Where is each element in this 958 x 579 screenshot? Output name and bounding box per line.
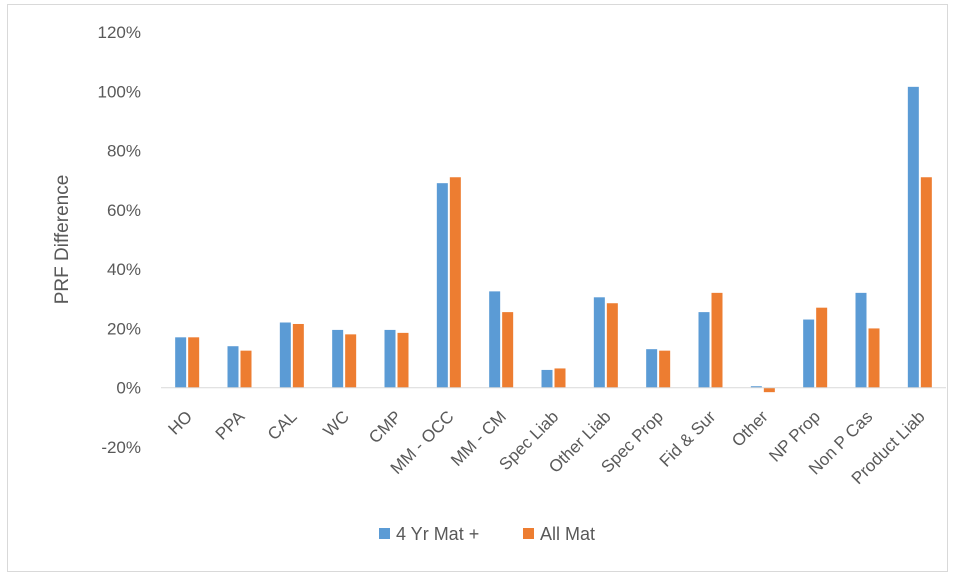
y-tick-label: 60% xyxy=(107,201,141,220)
bar-all-mat xyxy=(868,328,880,388)
bar-all-mat xyxy=(816,307,828,388)
bar-all-mat xyxy=(606,303,618,388)
y-tick-label: 80% xyxy=(107,142,141,161)
bar-all-mat xyxy=(659,350,671,388)
y-tick-labels: -20% 0% 20% 40% 60% 80% 100% 120% xyxy=(98,23,141,457)
x-tick-label: HO xyxy=(165,407,196,438)
bar-4yr-mat xyxy=(593,297,605,388)
bar-4yr-mat xyxy=(227,346,239,388)
x-tick-label: WC xyxy=(320,407,353,440)
bar-4yr-mat xyxy=(489,291,501,388)
x-tick-label: CAL xyxy=(264,407,301,444)
x-tick-label: PPA xyxy=(212,407,249,444)
bar-4yr-mat xyxy=(332,329,344,388)
bar-all-mat xyxy=(449,177,461,388)
y-tick-label: 120% xyxy=(98,23,141,42)
x-tick-label: CMP xyxy=(365,407,405,447)
bar-all-mat xyxy=(188,337,200,388)
bar-all-mat xyxy=(502,312,514,388)
y-tick-label: 40% xyxy=(107,260,141,279)
y-axis-title: PRF Difference xyxy=(52,175,73,305)
bar-all-mat xyxy=(345,334,357,388)
bar-4yr-mat xyxy=(750,386,762,388)
x-tick-label: Other xyxy=(728,407,772,451)
y-tick-label: -20% xyxy=(101,438,141,457)
bar-all-mat xyxy=(554,368,566,388)
bar-4yr-mat xyxy=(175,337,187,388)
bar-4yr-mat xyxy=(907,86,919,388)
bar-4yr-mat xyxy=(646,349,658,388)
bar-4yr-mat xyxy=(698,312,710,388)
legend: 4 Yr Mat + All Mat xyxy=(379,524,595,544)
bar-all-mat xyxy=(711,292,723,388)
legend-swatch xyxy=(523,528,534,539)
bar-all-mat xyxy=(397,332,409,388)
x-tick-label: Fid & Sur xyxy=(656,407,720,471)
bar-all-mat xyxy=(920,177,932,388)
bar-4yr-mat xyxy=(279,322,291,388)
chart-frame: PRF Difference -20% 0% 20% 40% 60% 80% 100% 120… xyxy=(7,4,948,572)
bar-4yr-mat xyxy=(541,369,553,388)
bar-all-mat xyxy=(292,323,304,388)
y-tick-label: 20% xyxy=(107,319,141,338)
bar-4yr-mat xyxy=(803,319,815,388)
y-tick-label: 0% xyxy=(116,379,141,398)
legend-label: 4 Yr Mat + xyxy=(396,524,479,544)
y-tick-label: 100% xyxy=(98,82,141,101)
legend-label: All Mat xyxy=(540,524,595,544)
bar-all-mat xyxy=(763,387,775,393)
legend-swatch xyxy=(379,528,390,539)
bar-all-mat xyxy=(240,350,252,388)
bar-4yr-mat xyxy=(384,329,396,388)
bars xyxy=(175,86,932,393)
bar-4yr-mat xyxy=(436,183,448,388)
bar-4yr-mat xyxy=(855,292,867,388)
bar-chart: PRF Difference -20% 0% 20% 40% 60% 80% 100% 120… xyxy=(52,23,946,544)
